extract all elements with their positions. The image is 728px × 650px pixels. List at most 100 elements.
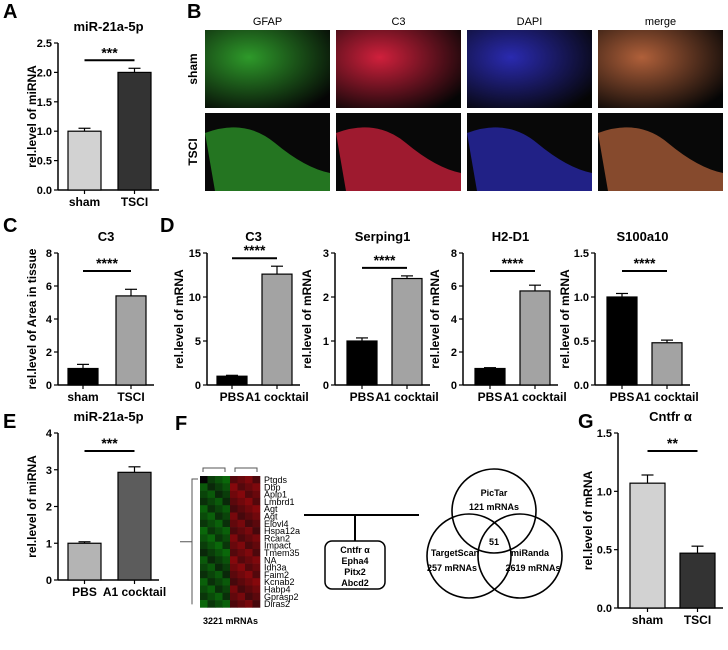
gene-label: NA bbox=[264, 555, 277, 565]
y-tick-label: 4 bbox=[451, 314, 458, 326]
gene-label: Gprasp2 bbox=[264, 592, 299, 602]
heatmap-cell bbox=[252, 600, 261, 608]
heatmap-cell bbox=[252, 497, 261, 506]
heatmap-cell bbox=[200, 519, 208, 528]
heatmap-cell bbox=[245, 512, 253, 521]
heatmap-cell bbox=[207, 549, 216, 557]
heatmap-cell bbox=[222, 556, 231, 564]
heatmap-cell bbox=[230, 483, 238, 491]
row-label: sham bbox=[186, 53, 200, 84]
x-tick-label: A1 cocktail bbox=[245, 390, 308, 404]
y-tick-label: 0 bbox=[451, 380, 457, 392]
y-tick-label: 1 bbox=[323, 336, 329, 348]
x-tick-label: PBS bbox=[478, 390, 503, 404]
heatmap-cell bbox=[252, 563, 261, 572]
heatmap-cell bbox=[230, 563, 238, 572]
heatmap-cell bbox=[252, 549, 261, 557]
significance-stars: *** bbox=[101, 435, 118, 451]
heatmap-cell bbox=[237, 512, 246, 521]
bar-pbs bbox=[606, 296, 638, 386]
heatmap-cell bbox=[237, 585, 246, 594]
heatmap-cell bbox=[230, 600, 238, 608]
heatmap-cell bbox=[215, 512, 223, 521]
heatmap-cell bbox=[252, 534, 261, 542]
heatmap-cell bbox=[200, 585, 208, 594]
panel-label-c: C bbox=[3, 215, 17, 237]
chart-title: S100a10 bbox=[616, 229, 668, 244]
heatmap-cell bbox=[215, 549, 223, 557]
chart-d2: 0 1 2 3 rel.level of mRNA Serping1 PBS A1 cockt… bbox=[300, 229, 439, 404]
x-tick-label: sham bbox=[69, 195, 100, 209]
micrograph-sham-dapi bbox=[467, 30, 592, 108]
heatmap-cell bbox=[230, 519, 238, 528]
heatmap-cell bbox=[245, 570, 253, 579]
heatmap-cell bbox=[230, 541, 238, 550]
heatmap-cell bbox=[252, 541, 261, 550]
y-axis-label: rel.level of Area in tissue bbox=[25, 248, 39, 389]
heatmap-cell bbox=[200, 549, 208, 557]
heatmap-cell bbox=[245, 519, 253, 528]
heatmap-cell bbox=[200, 476, 208, 484]
bar-tsci bbox=[679, 552, 716, 609]
x-tick-label: PBS bbox=[220, 390, 245, 404]
y-tick-label: 6 bbox=[46, 281, 52, 293]
heatmap-cell bbox=[237, 592, 246, 601]
connector: Cntfr α Epha4 Pitx2 Abcd2 bbox=[304, 514, 419, 590]
channel-label: C3 bbox=[391, 16, 405, 28]
heatmap-cell bbox=[230, 512, 238, 521]
heatmap-cell bbox=[200, 556, 208, 564]
heatmap-cell bbox=[200, 592, 208, 601]
gene-label: Hspa12a bbox=[264, 526, 300, 536]
heatmap-cell bbox=[200, 563, 208, 572]
x-tick-label: A1 cocktail bbox=[375, 390, 438, 404]
heatmap-cell bbox=[215, 519, 223, 528]
target-gene: Abcd2 bbox=[341, 578, 369, 588]
target-gene: Pitx2 bbox=[344, 567, 366, 577]
y-tick-label: 1.0 bbox=[37, 126, 52, 138]
heatmap-cell bbox=[245, 549, 253, 557]
y-axis-label: rel.level of mRNA bbox=[581, 470, 595, 570]
heatmap-cell bbox=[230, 527, 238, 535]
panel-label-e: E bbox=[3, 411, 16, 433]
row-label: TSCI bbox=[186, 138, 200, 165]
micrograph-sham-gfap bbox=[205, 30, 330, 108]
venn-diagram: PicTar 121 mRNAs TargetScan 257 mRNAs mi… bbox=[426, 468, 563, 599]
y-tick-label: 2 bbox=[323, 292, 329, 304]
heatmap-cell bbox=[245, 541, 253, 550]
heatmap-cell bbox=[200, 512, 208, 521]
heatmap-cell bbox=[245, 483, 253, 491]
heatmap-cell bbox=[245, 505, 253, 513]
chart-title: Serping1 bbox=[355, 229, 411, 244]
heatmap-cell bbox=[215, 570, 223, 579]
heatmap-cell bbox=[222, 541, 231, 550]
venn-circle-pictar bbox=[451, 468, 537, 554]
panel-label-f: F bbox=[175, 413, 187, 435]
heatmap-cell bbox=[222, 519, 231, 528]
heatmap-cell bbox=[222, 534, 231, 542]
chart-d3: 0 2 4 6 8 rel.level of mRNA H2-D1 PBS A1 cocktai… bbox=[428, 229, 567, 404]
x-tick-label: sham bbox=[632, 613, 663, 627]
gene-label: Dbp bbox=[264, 482, 281, 492]
gene-label: Ptgds bbox=[264, 475, 288, 485]
y-tick-label: 0 bbox=[195, 380, 201, 392]
heatmap-cell bbox=[215, 497, 223, 506]
heatmap-cell bbox=[230, 556, 238, 564]
heatmap-cell bbox=[237, 483, 246, 491]
y-tick-label: 2 bbox=[46, 502, 52, 514]
heatmap-cell bbox=[237, 527, 246, 535]
heatmap-cell bbox=[230, 585, 238, 594]
heatmap-cell bbox=[237, 549, 246, 557]
y-tick-label: 0.0 bbox=[597, 603, 612, 615]
chart-title: miR-21a-5p bbox=[73, 409, 143, 424]
heatmap-cell bbox=[237, 600, 246, 608]
significance-stars: **** bbox=[374, 252, 396, 268]
y-tick-label: 1.5 bbox=[37, 97, 52, 109]
heatmap-cell bbox=[207, 585, 216, 594]
target-gene: Epha4 bbox=[341, 556, 368, 566]
chart-g: 0.0 0.5 1.0 1.5 rel.level of mRNA Cntfr α sham… bbox=[581, 409, 723, 627]
y-tick-label: 0.0 bbox=[37, 185, 52, 197]
chart-title: C3 bbox=[98, 229, 115, 244]
y-tick-label: 10 bbox=[189, 292, 201, 304]
heatmap-cell bbox=[207, 592, 216, 601]
